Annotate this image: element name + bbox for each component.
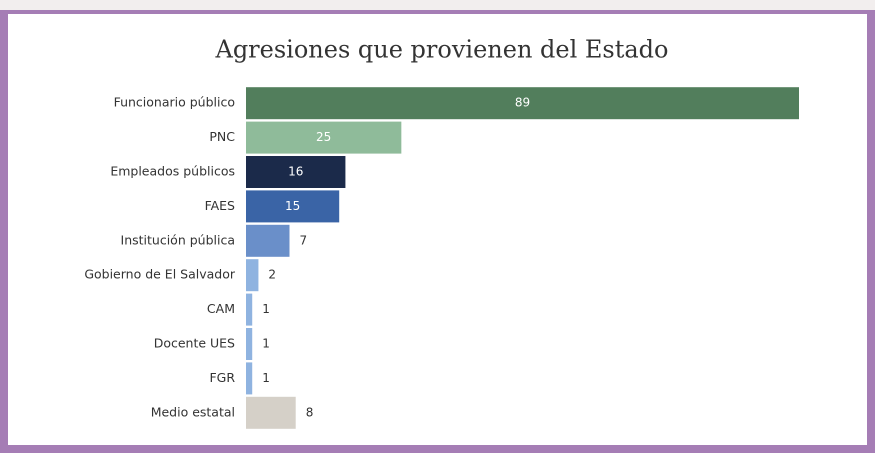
bar (246, 224, 290, 257)
y-tick-label: CAM (207, 301, 235, 316)
y-tick-label: Medio estatal (151, 404, 235, 419)
value-label: 89 (515, 96, 530, 110)
y-tick-label: FGR (209, 370, 235, 385)
value-label: 15 (285, 199, 300, 213)
bar (246, 396, 296, 429)
y-tick-label: Gobierno de El Salvador (84, 267, 236, 282)
y-tick-label: FAES (205, 198, 235, 213)
bar (246, 87, 799, 120)
chart-title: Agresiones que provienen del Estado (214, 36, 668, 64)
bar (246, 328, 253, 360)
value-label: 2 (268, 268, 276, 282)
value-label: 16 (288, 165, 303, 179)
value-label: 25 (316, 130, 331, 144)
value-label: 1 (262, 371, 270, 385)
bar (246, 259, 259, 292)
value-label: 1 (262, 337, 270, 351)
bar (246, 121, 402, 154)
bar (246, 156, 346, 188)
panel (8, 14, 867, 445)
y-tick-label: Empleados públicos (110, 164, 235, 179)
y-tick-label: Docente UES (154, 336, 235, 351)
y-tick-label: Institución pública (121, 232, 235, 247)
bar (246, 293, 253, 326)
bar (246, 362, 253, 395)
bar (246, 190, 340, 223)
value-label: 1 (262, 302, 270, 316)
value-label: 7 (299, 233, 307, 247)
y-tick-label: Funcionario público (114, 95, 235, 110)
y-tick-label: PNC (209, 129, 235, 144)
value-label: 8 (306, 405, 314, 419)
